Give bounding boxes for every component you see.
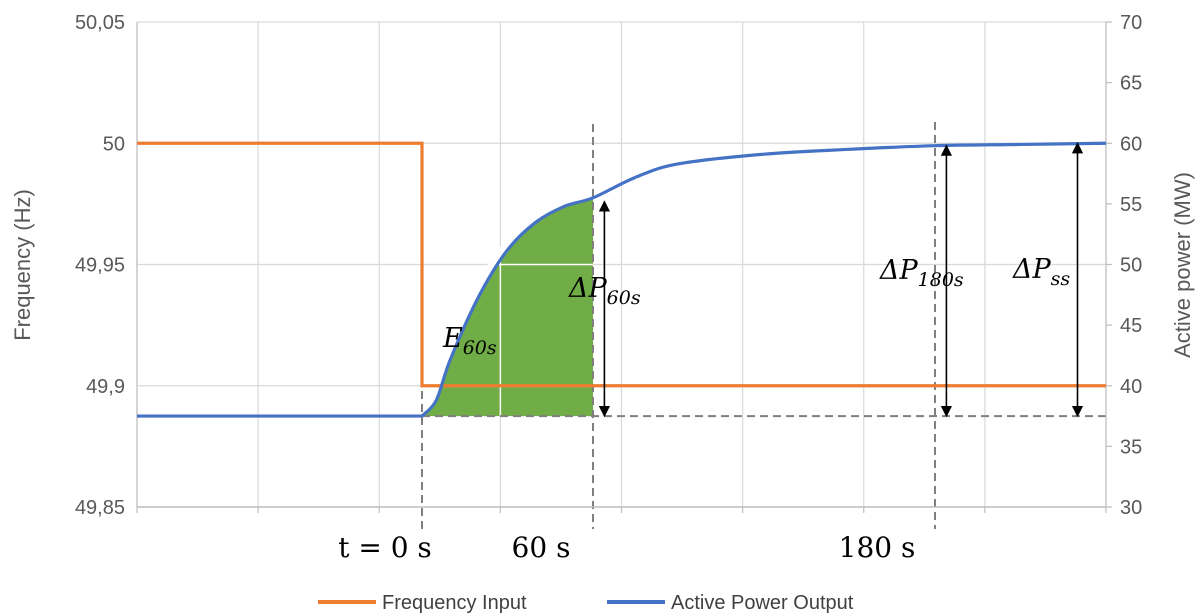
y-left-tick-label: 50,05 xyxy=(75,12,125,34)
energy-area-layer xyxy=(422,197,593,417)
y-right-tick-label: 50 xyxy=(1120,255,1142,277)
y-axis-left-title: Frequency (Hz) xyxy=(10,189,35,341)
y-right-tick-label: 60 xyxy=(1120,133,1142,155)
y-right-tick-label: 55 xyxy=(1120,194,1142,216)
arrows-layer xyxy=(598,142,1084,418)
label-delta-p-180s: ΔP180s xyxy=(879,255,964,291)
label-delta-p-ss: ΔPss xyxy=(1012,254,1070,290)
legend-label-frequency: Frequency Input xyxy=(382,592,527,614)
label-180s: 180 s xyxy=(839,531,916,564)
y-left-tick-label: 49,85 xyxy=(75,497,125,519)
annotation-labels: E60s ΔP60s ΔP180s ΔPss t = 0 s 60 s 180 s xyxy=(338,254,1070,564)
series-layer xyxy=(137,141,1107,418)
label-delta-p-60s: ΔP60s xyxy=(568,273,641,309)
legend: Frequency Input Active Power Output xyxy=(318,592,854,614)
y-right-tick-label: 40 xyxy=(1120,376,1142,398)
y-left-tick-label: 50 xyxy=(103,133,125,155)
y-right-tick-label: 35 xyxy=(1120,436,1142,458)
tick-labels: 50,05 50 49,95 49,9 49,85 70 65 60 55 50 45 40 35 30 xyxy=(75,12,1142,519)
y-axis-right-title: Active power (MW) xyxy=(1170,172,1195,358)
legend-label-active-power: Active Power Output xyxy=(671,592,854,614)
y-right-tick-label: 70 xyxy=(1120,12,1142,34)
y-right-tick-label: 65 xyxy=(1120,73,1142,95)
label-t0: t = 0 s xyxy=(338,531,432,564)
series-line-frequency-input xyxy=(137,141,1106,388)
energy-area xyxy=(422,197,593,417)
label-energy-60s: E60s xyxy=(442,323,497,359)
y-right-tick-label: 45 xyxy=(1120,315,1142,337)
label-60s: 60 s xyxy=(512,531,571,564)
y-left-tick-label: 49,95 xyxy=(75,255,125,277)
y-right-tick-label: 30 xyxy=(1120,497,1142,519)
gridlines xyxy=(136,21,1107,508)
series-line-active-power-output xyxy=(137,141,1107,418)
y-left-tick-label: 49,9 xyxy=(86,376,125,398)
axes xyxy=(136,21,1112,513)
